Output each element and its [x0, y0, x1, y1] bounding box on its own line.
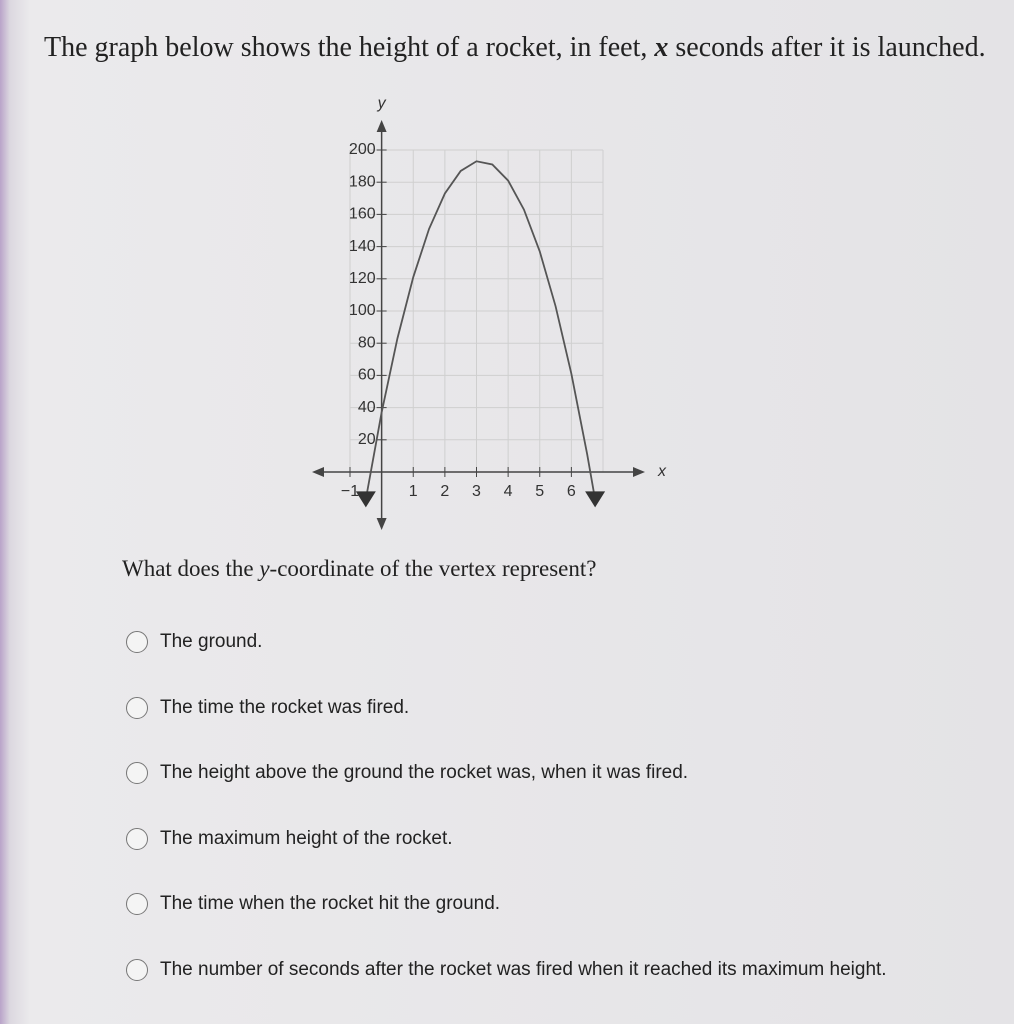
arrow [633, 467, 645, 477]
option[interactable]: The time the rocket was fired. [126, 694, 980, 721]
arrow [376, 120, 387, 132]
x-tick-label: 3 [472, 483, 481, 500]
x-tick-label: 4 [504, 483, 513, 500]
arrow [376, 518, 387, 530]
option-text: The height above the ground the rocket w… [160, 762, 689, 783]
x-tick-label: 1 [409, 483, 418, 500]
y-tick-label: 80 [358, 334, 376, 351]
text: The graph below shows the height of a ro… [44, 32, 655, 63]
y-tick-label: 120 [349, 270, 376, 287]
variable: y [259, 556, 270, 581]
x-tick-label: 2 [440, 483, 449, 500]
y-tick-label: 40 [358, 399, 376, 416]
text: seconds after it is launched. [668, 32, 986, 63]
axis-label: y [377, 95, 387, 112]
prompt: The graph below shows the height of a ro… [44, 30, 1004, 66]
radio-button[interactable] [126, 893, 148, 915]
radio-button[interactable] [126, 958, 148, 981]
arrow [585, 491, 606, 508]
chart: x y 20 40 60 80 100 120 140 160 180 200 −1 1 2 3 4 5 6 [312, 95, 667, 530]
option-text: The time when the rocket hit the ground. [160, 893, 501, 914]
y-tick-label: 200 [349, 141, 376, 158]
axis-label: x [657, 463, 667, 480]
arrow [312, 467, 324, 477]
option[interactable]: The time when the rocket hit the ground. [126, 890, 980, 917]
option-text: The time the rocket was fired. [160, 696, 410, 718]
option[interactable]: The number of seconds after the rocket w… [126, 956, 980, 983]
y-tick-label: 160 [349, 206, 376, 223]
x-tick-label: −1 [341, 483, 359, 500]
option-text: The maximum height of the rocket. [160, 827, 453, 849]
arrow [355, 491, 376, 508]
option[interactable]: The ground. [126, 628, 980, 655]
option[interactable]: The height above the ground the rocket w… [126, 759, 980, 786]
y-tick-label: 180 [349, 173, 376, 190]
y-tick-label: 140 [349, 238, 376, 255]
radio-button[interactable] [126, 762, 148, 784]
x-tick-label: 6 [567, 483, 576, 500]
question: What does the y-coordinate of the vertex… [122, 556, 597, 582]
x-tick-label: 5 [535, 483, 544, 500]
text: What does the [122, 556, 260, 581]
y-tick-label: 20 [358, 431, 376, 448]
text: -coordinate of the vertex represent? [269, 556, 597, 581]
curve [364, 160, 596, 500]
option-text: The ground. [160, 631, 263, 652]
radio-button[interactable] [126, 631, 148, 653]
radio-button[interactable] [126, 696, 148, 719]
y-tick-label: 100 [349, 302, 376, 319]
y-tick-label: 60 [358, 367, 376, 384]
radio-button[interactable] [126, 827, 148, 850]
option[interactable]: The maximum height of the rocket. [126, 825, 980, 852]
option-text: The number of seconds after the rocket w… [160, 958, 887, 980]
variable: x [654, 32, 669, 63]
